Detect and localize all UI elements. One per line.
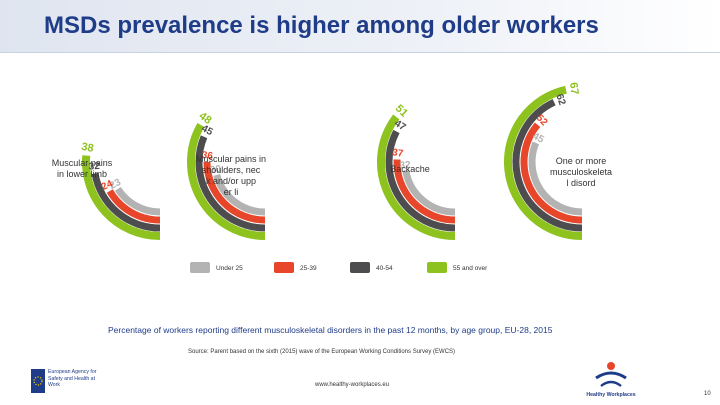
ring-1-0 (213, 173, 266, 216)
ring-0-0 (114, 186, 161, 216)
value-label-1-3: 48 (197, 110, 214, 127)
chart-caption: Percentage of workers reporting differen… (108, 325, 553, 335)
healthy-workplaces-text: Healthy Workplaces (586, 392, 636, 398)
group-label-3: One or more musculoskeleta l disord (550, 156, 612, 188)
legend-label-1: 25-39 (300, 265, 317, 272)
legend-label-0: Under 25 (216, 265, 243, 272)
healthy-workplaces-logo: Healthy Workplaces (584, 356, 638, 402)
value-label-1-2: 45 (199, 123, 214, 138)
value-label-0-0: 23 (108, 177, 123, 192)
ring-2-3 (377, 114, 456, 240)
page-number: 10 (704, 391, 711, 397)
value-label-0-1: 24 (100, 178, 115, 193)
group-label-0: Muscular pains in lower limb (52, 158, 113, 179)
ring-0-3 (82, 155, 161, 240)
ring-3-3 (504, 85, 583, 240)
header-band (0, 0, 720, 52)
value-label-2-0: 32 (399, 160, 411, 172)
value-label-0-3: 38 (80, 141, 94, 155)
legend-swatch-1 (274, 262, 294, 273)
ring-2-1 (393, 159, 456, 224)
legend-swatch-0 (190, 262, 210, 273)
value-label-1-0: 30 (209, 164, 222, 177)
value-label-1-1: 36 (201, 150, 214, 162)
group-label-2: Backache (390, 164, 430, 174)
legend-label-2: 40-54 (376, 265, 393, 272)
value-label-0-2: 32 (88, 161, 100, 173)
ring-0-1 (106, 189, 161, 224)
ring-3-1 (520, 122, 583, 224)
ring-3-0 (528, 141, 583, 216)
legend-swatch-2 (350, 262, 370, 273)
eu-osha-logo-text: European Agency for Safety and Health at… (48, 369, 97, 388)
value-label-3-3: 67 (567, 82, 580, 96)
website-link[interactable]: www.healthy-workplaces.eu (315, 382, 390, 388)
eu-stars-icon (31, 369, 45, 393)
healthy-workplaces-icon (595, 362, 627, 387)
ring-1-1 (203, 161, 266, 224)
header-divider (0, 52, 720, 53)
legend-swatch-3 (427, 262, 447, 273)
ring-1-2 (195, 135, 266, 232)
value-label-3-2: 62 (553, 93, 567, 108)
ring-2-0 (402, 169, 456, 216)
ring-2-2 (385, 129, 456, 232)
ring-3-2 (512, 99, 583, 232)
eu-osha-logo: European Agency for Safety and Health at… (30, 368, 100, 400)
legend-label-3: 55 and over (453, 265, 488, 272)
group-label-1: Muscular pains in shoulders, nec k and/or … (196, 154, 266, 197)
value-label-2-1: 37 (391, 147, 404, 160)
source-note: Source: Parent based on the sixth (2015)… (188, 349, 456, 355)
ring-1-3 (187, 123, 266, 240)
page-title: MSDs prevalence is higher among older wo… (44, 12, 599, 39)
ring-0-2 (91, 172, 161, 232)
value-label-3-0: 45 (531, 131, 546, 146)
